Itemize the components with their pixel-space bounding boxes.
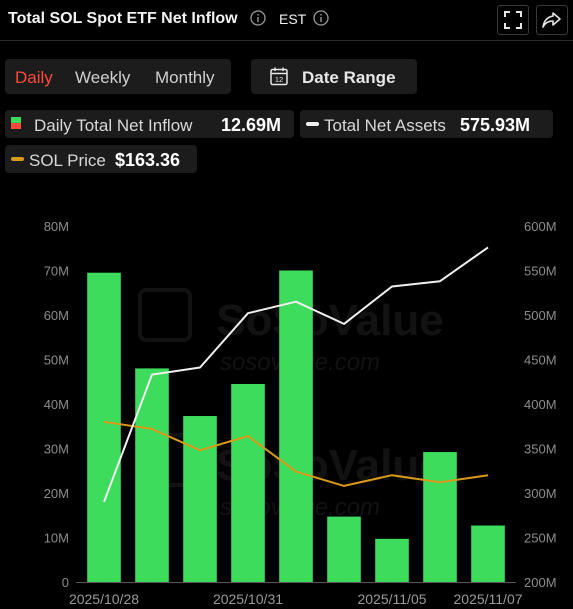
legend-inflow[interactable]: Daily Total Net Inflow 12.69M xyxy=(5,110,294,138)
watermark-text: SoSoValue xyxy=(216,296,443,345)
period-monthly[interactable]: Monthly xyxy=(155,68,215,87)
timezone-label: EST xyxy=(279,11,307,27)
inflow-swatch xyxy=(11,117,21,129)
right-axis-tick: 350M xyxy=(524,442,557,457)
period-weekly[interactable]: Weekly xyxy=(75,68,131,87)
right-axis-tick: 400M xyxy=(524,397,557,412)
inflow-bar xyxy=(423,452,457,582)
right-axis-tick: 500M xyxy=(524,308,557,323)
inflow-chart: SoSoValuesosovalue.comSoSoValuesosovalue… xyxy=(44,219,557,607)
left-axis-tick: 0 xyxy=(62,575,69,590)
fullscreen-button[interactable] xyxy=(497,5,529,35)
date-range-button[interactable]: 12 Date Range xyxy=(251,59,417,94)
legend-price-value: $163.36 xyxy=(115,150,181,170)
legend-inflow-label: Daily Total Net Inflow xyxy=(34,116,193,135)
share-button[interactable] xyxy=(536,5,568,35)
left-axis-tick: 80M xyxy=(44,219,69,234)
inflow-bar xyxy=(87,272,121,582)
watermark-logo-icon xyxy=(138,288,192,342)
timezone-info-icon[interactable] xyxy=(313,10,329,26)
inflow-bar xyxy=(135,368,169,582)
left-axis-tick: 70M xyxy=(44,264,69,279)
period-selector: Daily Weekly Monthly xyxy=(5,59,231,94)
left-axis-tick: 10M xyxy=(44,531,69,546)
x-axis-tick: 2025/11/07 xyxy=(453,591,522,607)
inflow-bar xyxy=(279,270,313,582)
left-axis-tick: 40M xyxy=(44,397,69,412)
x-axis-tick: 2025/10/31 xyxy=(213,591,283,607)
legend-assets-value: 575.93M xyxy=(460,115,531,135)
calendar-icon: 12 xyxy=(270,67,288,86)
chart-header: Total SOL Spot ETF Net Inflow EST xyxy=(0,0,573,41)
inflow-bar xyxy=(183,416,217,582)
info-icon[interactable] xyxy=(250,10,266,26)
right-axis-tick: 550M xyxy=(524,264,557,279)
left-axis-tick: 20M xyxy=(44,486,69,501)
legend-price-label: SOL Price xyxy=(29,151,106,170)
date-range-label: Date Range xyxy=(302,68,396,87)
right-axis-tick: 250M xyxy=(524,531,557,546)
share-icon xyxy=(542,12,561,28)
sol-price-line xyxy=(103,420,489,487)
inflow-bar xyxy=(471,525,505,582)
legend-assets[interactable]: Total Net Assets 575.93M xyxy=(300,110,553,138)
legend-assets-label: Total Net Assets xyxy=(324,116,446,135)
fullscreen-icon xyxy=(504,11,522,29)
x-axis-tick: 2025/10/28 xyxy=(69,591,139,607)
assets-swatch xyxy=(306,122,319,126)
inflow-bar xyxy=(231,383,265,582)
page-title: Total SOL Spot ETF Net Inflow xyxy=(8,10,238,27)
price-swatch xyxy=(11,157,24,161)
right-axis-tick: 450M xyxy=(524,353,557,368)
left-axis-tick: 30M xyxy=(44,442,69,457)
right-axis-tick: 300M xyxy=(524,486,557,501)
inflow-bar xyxy=(375,538,409,582)
left-axis-tick: 50M xyxy=(44,353,69,368)
x-axis-tick: 2025/11/05 xyxy=(357,591,426,607)
legend-inflow-value: 12.69M xyxy=(221,115,282,135)
legend-price[interactable]: SOL Price $163.36 xyxy=(5,145,197,173)
inflow-bar xyxy=(327,516,361,582)
period-daily[interactable]: Daily xyxy=(15,68,53,87)
svg-text:12: 12 xyxy=(275,75,283,84)
left-axis-tick: 60M xyxy=(44,308,69,323)
right-axis-tick: 600M xyxy=(524,219,557,234)
total-net-assets-line xyxy=(103,246,489,503)
right-axis-tick: 200M xyxy=(524,575,557,590)
